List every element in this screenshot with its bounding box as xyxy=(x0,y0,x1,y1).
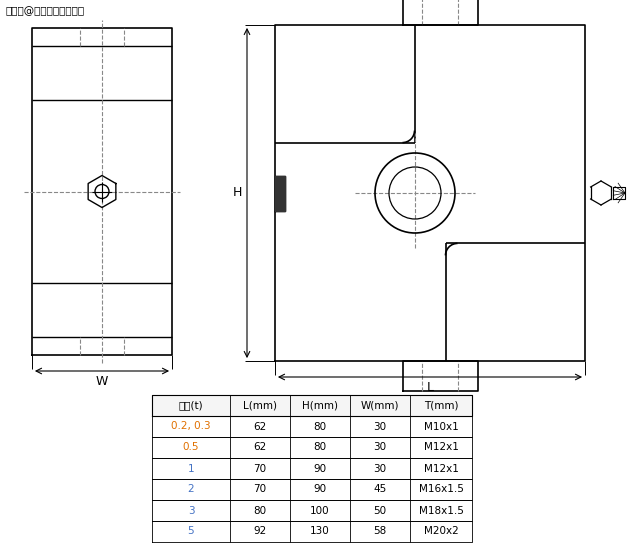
Text: H(mm): H(mm) xyxy=(302,401,338,411)
Text: 100: 100 xyxy=(310,506,330,515)
Text: M20x2: M20x2 xyxy=(424,527,458,536)
Text: 70: 70 xyxy=(253,464,267,473)
Text: 70: 70 xyxy=(253,484,267,495)
Text: 30: 30 xyxy=(373,443,387,452)
Text: 80: 80 xyxy=(253,506,267,515)
Text: 1: 1 xyxy=(188,464,195,473)
Text: 2: 2 xyxy=(188,484,195,495)
Text: 30: 30 xyxy=(373,464,387,473)
Text: M16x1.5: M16x1.5 xyxy=(419,484,463,495)
Text: L: L xyxy=(426,381,433,394)
Text: T(mm): T(mm) xyxy=(424,401,458,411)
Text: 62: 62 xyxy=(253,421,267,432)
Text: H: H xyxy=(232,186,242,199)
Text: M12x1: M12x1 xyxy=(424,443,458,452)
Polygon shape xyxy=(152,395,472,416)
Text: 5: 5 xyxy=(188,527,195,536)
Text: M12x1: M12x1 xyxy=(424,464,458,473)
Text: 90: 90 xyxy=(314,464,326,473)
Text: 0.5: 0.5 xyxy=(183,443,199,452)
Text: 3: 3 xyxy=(188,506,195,515)
Text: W(mm): W(mm) xyxy=(361,401,399,411)
Text: W: W xyxy=(96,375,108,388)
Polygon shape xyxy=(275,175,285,211)
Text: 58: 58 xyxy=(373,527,387,536)
Text: M10x1: M10x1 xyxy=(424,421,458,432)
Text: 90: 90 xyxy=(314,484,326,495)
Text: 130: 130 xyxy=(310,527,330,536)
Text: 搜狐号@广州南创电子邦工: 搜狐号@广州南创电子邦工 xyxy=(5,6,84,16)
Text: L(mm): L(mm) xyxy=(243,401,277,411)
Text: 80: 80 xyxy=(314,443,326,452)
Text: 92: 92 xyxy=(253,527,267,536)
Text: 0.2, 0.3: 0.2, 0.3 xyxy=(171,421,211,432)
Text: M18x1.5: M18x1.5 xyxy=(419,506,463,515)
Text: 50: 50 xyxy=(373,506,387,515)
Text: 称量(t): 称量(t) xyxy=(179,401,204,411)
Text: 45: 45 xyxy=(373,484,387,495)
Text: 62: 62 xyxy=(253,443,267,452)
Text: 80: 80 xyxy=(314,421,326,432)
Text: 30: 30 xyxy=(373,421,387,432)
